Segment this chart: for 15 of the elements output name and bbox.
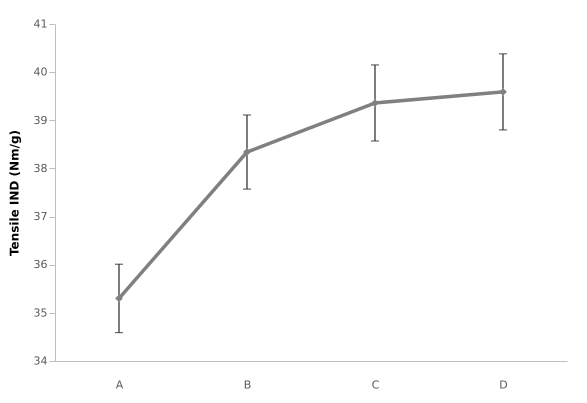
x-tick-label: C (372, 378, 380, 392)
y-tick-label: 36 (34, 258, 48, 272)
y-tick-label: 34 (34, 354, 48, 368)
y-tick-label: 39 (34, 114, 48, 127)
x-tick-label: A (116, 378, 124, 392)
y-tick-label: 35 (34, 306, 48, 320)
y-tick-label: 40 (34, 66, 48, 79)
y-tick-label: 38 (34, 162, 48, 175)
x-tick-label: D (499, 378, 508, 392)
y-tick-label: 37 (34, 210, 48, 224)
point (115, 294, 123, 302)
y-tick-label: 41 (34, 18, 48, 30)
x-tick-label: B (244, 378, 252, 392)
point (243, 148, 251, 156)
y-axis-title: Tensile IND (Nm/g) (8, 130, 22, 256)
